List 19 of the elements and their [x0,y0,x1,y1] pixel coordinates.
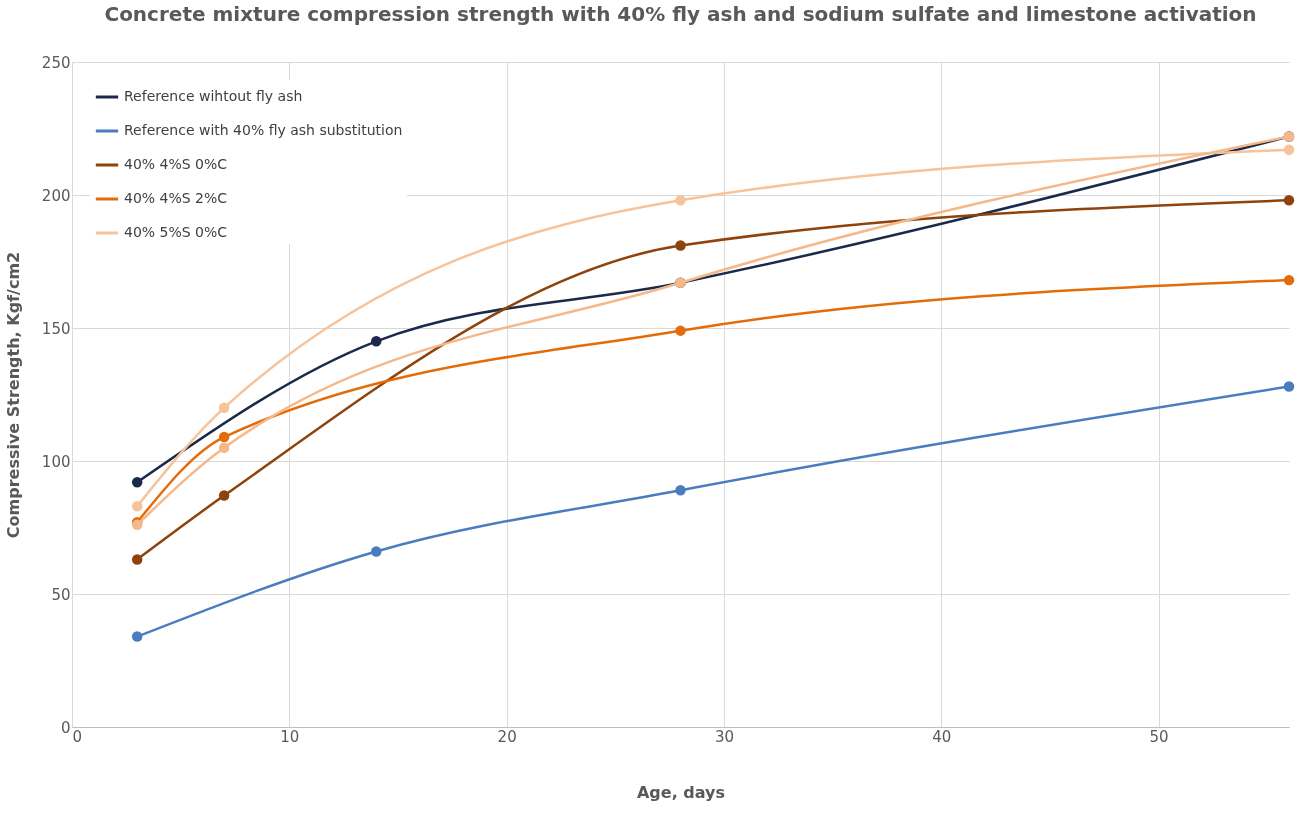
y-tick-label: 200 [41,186,71,205]
y-tick-label: 50 [51,585,71,604]
x-tick-label: 50 [1149,727,1169,746]
x-tick-label: 0 [72,727,83,746]
legend-label: Reference wihtout fly ash [124,88,303,104]
legend-label: 40% 5%S 0%C [124,224,228,240]
x-tick-label: 10 [280,727,300,746]
legend-label: 40% 4%S 2%C [124,190,228,206]
legend-label: Reference with 40% fly ash substitution [124,122,403,138]
y-axis-title: Compressive Strength, Kgf/cm2 [3,251,23,539]
x-axis-title: Age, days [636,782,726,802]
y-tick-label: 250 [41,53,71,72]
legend-label: 40% 4%S 0%C [124,156,228,172]
x-tick-label: 30 [714,727,735,746]
x-tick-label: 40 [932,727,952,746]
y-tick-label: 100 [41,452,71,471]
y-tick-label: 150 [41,319,71,338]
x-tick-label: 20 [497,727,517,746]
chart-title: Concrete mixture compression strength with 40% fly ash and sodium sulfate and limestone activation [104,2,1257,26]
